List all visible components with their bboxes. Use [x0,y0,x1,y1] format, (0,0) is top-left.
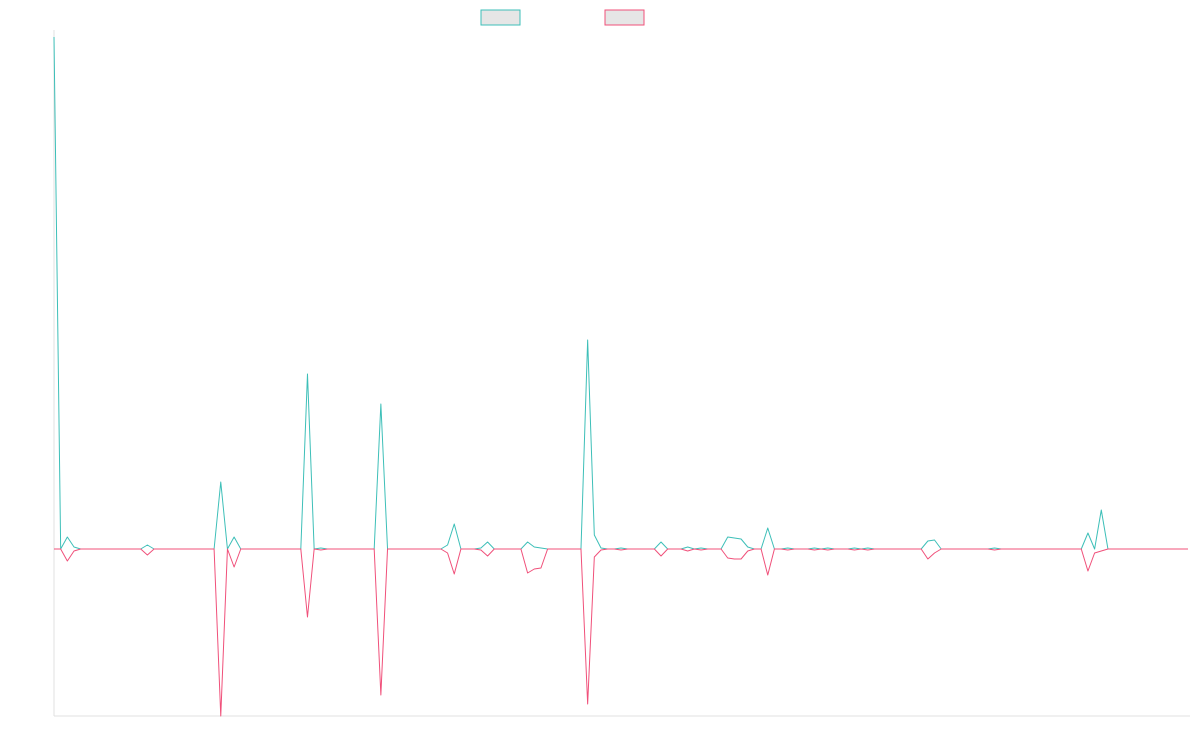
legend-swatch [604,9,645,26]
legend-swatch [480,9,521,26]
series-line [53,36,1188,550]
series-line [54,548,1188,717]
